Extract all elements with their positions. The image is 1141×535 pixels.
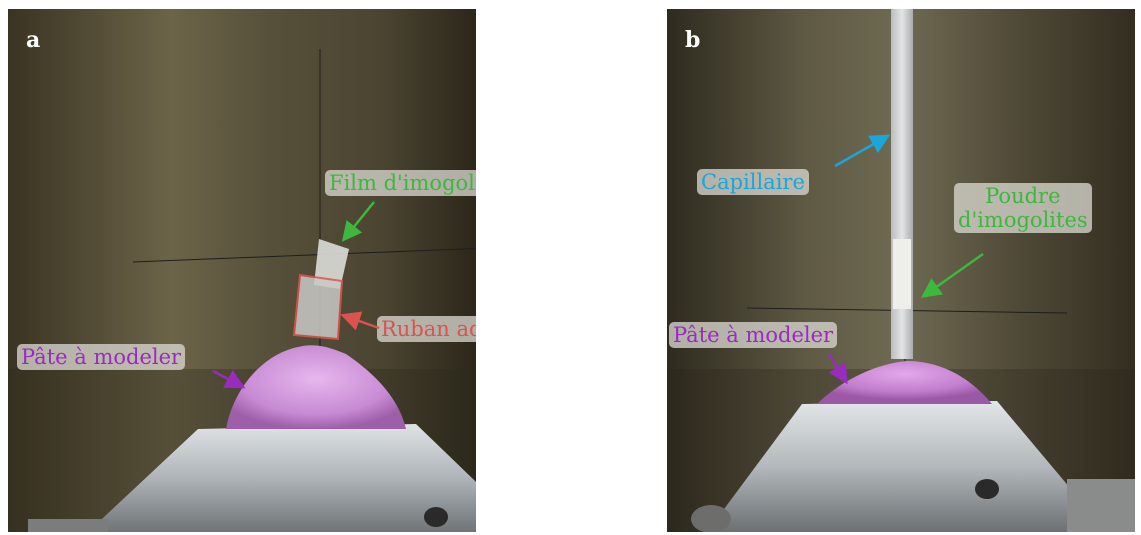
label-powder: Poudre d'imogolites — [954, 183, 1092, 233]
label-clay-b: Pâte à modeler — [669, 322, 838, 348]
photo-panel-a: a Film d'imogolites Ruban adhésif Pâte à… — [8, 9, 476, 532]
photo-background-a — [8, 9, 476, 532]
label-powder-line1: Poudre — [985, 184, 1061, 208]
panel-letter-b: b — [685, 27, 701, 53]
photo-panel-b: b Capillaire Poudre d'imogolites Pâte à … — [667, 9, 1135, 532]
label-clay: Pâte à modeler — [17, 344, 186, 370]
label-powder-line2: d'imogolites — [958, 208, 1088, 232]
panel-letter-a: a — [26, 27, 41, 53]
label-capillary: Capillaire — [697, 169, 809, 195]
label-tape: Ruban adhésif — [377, 316, 476, 342]
label-film: Film d'imogolites — [325, 170, 476, 196]
photo-background-b — [667, 9, 1135, 532]
